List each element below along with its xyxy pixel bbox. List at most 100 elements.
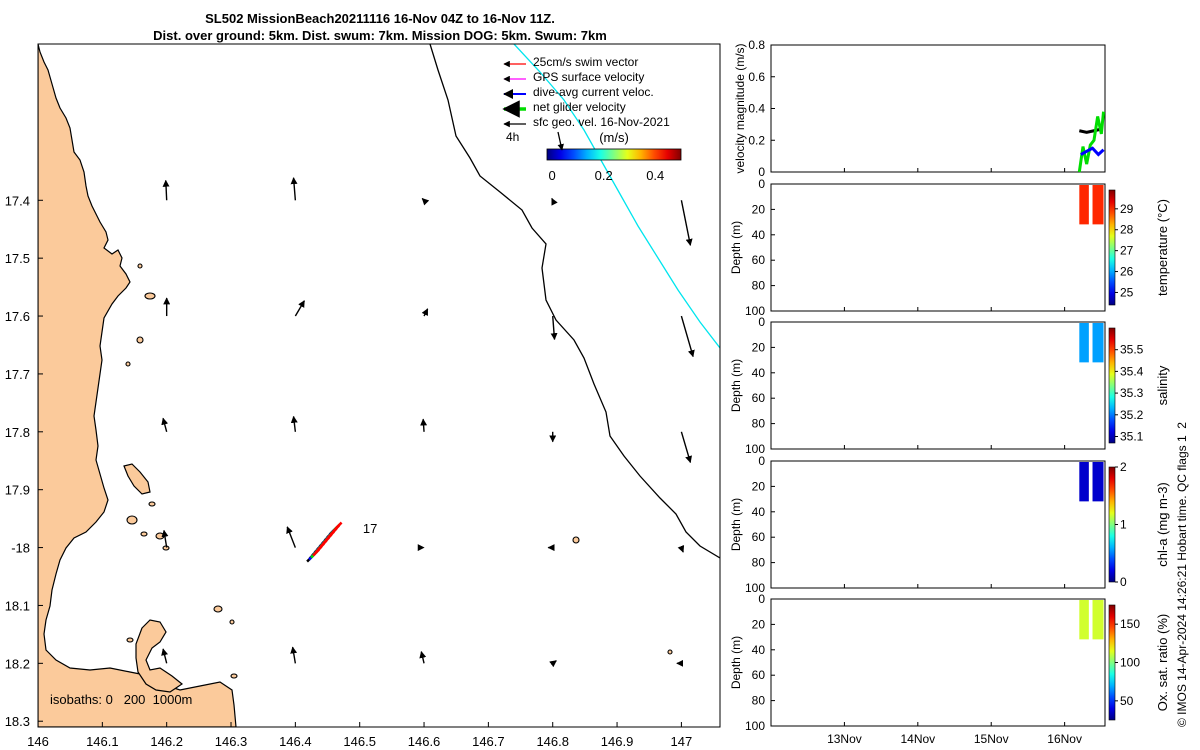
- panel-frame: [770, 321, 1106, 450]
- y-tick-label: 60: [752, 391, 766, 405]
- colorbar-tick-label: 2: [1120, 460, 1127, 474]
- y-tick-label: 0.2: [748, 133, 765, 147]
- current-arrow: [161, 529, 169, 548]
- depth-ylabel: Depth (m): [729, 359, 743, 412]
- colorbar-tick-label: 0: [1120, 575, 1127, 589]
- map-frame: [37, 43, 721, 728]
- colorbar-tick-label: 150: [1120, 617, 1140, 631]
- track-segment: [334, 521, 343, 530]
- legend-item: net glider velocity: [502, 100, 626, 118]
- y-tick-label: 80: [752, 694, 766, 708]
- y-tick-label: 100: [745, 581, 765, 595]
- coastline-land: [38, 44, 237, 727]
- colorbar-tick-label: 27: [1120, 244, 1134, 258]
- panel-frame: [770, 183, 1106, 312]
- map-panel: 146 146.1 146.2 146.3 146.4 146.5 146.6 146.7 14…: [5, 43, 721, 749]
- x-tick-label: 146.3: [215, 734, 248, 749]
- colorbar-tick-label: 100: [1120, 656, 1140, 670]
- current-arrow: [680, 200, 693, 246]
- y-tick-label: 60: [752, 530, 766, 544]
- colorbar-label: temperature (°C): [1155, 199, 1170, 296]
- colorbar-tick-label: 28: [1120, 223, 1134, 237]
- legend-gps-label: GPS surface velocity: [533, 70, 644, 84]
- current-arrow: [162, 179, 170, 201]
- legend-item: sfc geo. vel. 16-Nov-2021: [503, 115, 670, 129]
- legend-dive-avg-label: dive-avg current veloc.: [533, 85, 654, 99]
- colorbar-tick-label: 25: [1120, 285, 1134, 299]
- x-tick-label: 146.9: [601, 734, 634, 749]
- y-tick-label: 0: [758, 592, 765, 606]
- panel-colorbar: [1108, 466, 1116, 583]
- x-tick-label: 146.5: [343, 734, 376, 749]
- profile-data-block: [1092, 462, 1104, 502]
- velocity-ylabel: velocity magnitude (m/s): [733, 43, 747, 173]
- current-arrow: [161, 417, 169, 432]
- x-tick-label: 15Nov: [974, 732, 1009, 746]
- current-arrow: [421, 308, 429, 317]
- current-arrow: [290, 177, 298, 201]
- y-tick-label: 100: [745, 442, 765, 456]
- current-arrows: [161, 177, 695, 668]
- isobath-1000m: [513, 44, 720, 349]
- y-tick-label: 0: [758, 315, 765, 329]
- profile-data-block: [1092, 185, 1104, 225]
- colorbar-label: chl-a (mg m-3): [1155, 482, 1170, 567]
- y-tick-label: 17.6: [5, 309, 30, 324]
- depth-ylabel: Depth (m): [729, 636, 743, 689]
- y-tick-label: 20: [752, 617, 766, 631]
- current-arrow: [549, 660, 557, 668]
- time-label: 4h: [506, 130, 519, 144]
- map-x-axis: 146 146.1 146.2 146.3 146.4 146.5 146.6 146.7 14…: [27, 722, 692, 749]
- depth-ylabel: Depth (m): [729, 221, 743, 274]
- y-tick-label: 17.8: [5, 425, 30, 440]
- profile-panel-salinity: 0 20 40 60 80 100 Depth (m) 35.5 35.4 35.3 35.2 35.…: [729, 315, 1170, 456]
- colorbar-tick-label: 1: [1120, 518, 1127, 532]
- map-y-axis: 17.4 17.5 17.6 17.7 17.8 17.9 -18 18.1 18.2 18.3: [5, 193, 43, 729]
- colorbar-tick-label: 0: [549, 168, 556, 183]
- colorbar-tick-label: 35.5: [1120, 343, 1144, 357]
- profile-panel-chl-a: 0 20 40 60 80 100 Depth (m) 2 1 0 chl-a (mg m-3): [729, 454, 1170, 595]
- map-colorbar: [546, 148, 682, 161]
- x-tick-label: 14Nov: [900, 732, 935, 746]
- profile-data-block: [1092, 600, 1104, 640]
- current-arrow: [551, 197, 558, 206]
- dunk-island: [123, 463, 151, 495]
- y-tick-label: 80: [752, 279, 766, 293]
- profile-data-block: [1079, 323, 1089, 363]
- current-arrow: [286, 526, 297, 548]
- legend-swim-label: 25cm/s swim vector: [533, 55, 638, 69]
- y-tick-label: 0.8: [748, 38, 765, 52]
- x-tick-label: 146.6: [408, 734, 441, 749]
- y-tick-label: 0: [758, 454, 765, 468]
- legend-item: 25cm/s swim vector: [503, 55, 638, 69]
- colorbar-label: Ox. sat. ratio (%): [1155, 614, 1170, 712]
- x-tick-label: 147: [671, 734, 693, 749]
- profile-panel-oxygen: 0 20 40 60 80 100 13Nov 14Nov 15Nov 16Nov Depth (m…: [729, 592, 1170, 746]
- current-arrow: [419, 650, 427, 664]
- y-tick-label: 18.2: [5, 656, 30, 671]
- current-arrow: [680, 431, 692, 464]
- y-tick-label: 0.6: [748, 70, 765, 84]
- current-arrow: [290, 646, 298, 664]
- panel-colorbar: [1108, 604, 1116, 721]
- velocity-series-line: [1080, 146, 1105, 157]
- velocity-frame: [770, 44, 1106, 173]
- y-tick-label: 100: [745, 304, 765, 318]
- colorbar-tick-label: 50: [1120, 694, 1134, 708]
- legend-item: dive-avg current veloc.: [503, 85, 654, 99]
- y-tick-label: 40: [752, 366, 766, 380]
- y-tick-label: 20: [752, 479, 766, 493]
- x-tick-label: 146.2: [150, 734, 183, 749]
- profile-data-block: [1079, 185, 1089, 225]
- footer-credit: © IMOS 14-Apr-2024 14:26:21 Hobart time.…: [1175, 422, 1189, 727]
- hinchinbrook-island: [135, 619, 184, 693]
- current-arrow: [161, 648, 169, 664]
- current-arrow: [290, 415, 298, 432]
- small-islands: [125, 263, 673, 679]
- x-tick-label: 146: [27, 734, 49, 749]
- x-tick-label: 146.1: [86, 734, 119, 749]
- x-tick-label: 146.4: [279, 734, 312, 749]
- y-tick-label: 17.7: [5, 367, 30, 382]
